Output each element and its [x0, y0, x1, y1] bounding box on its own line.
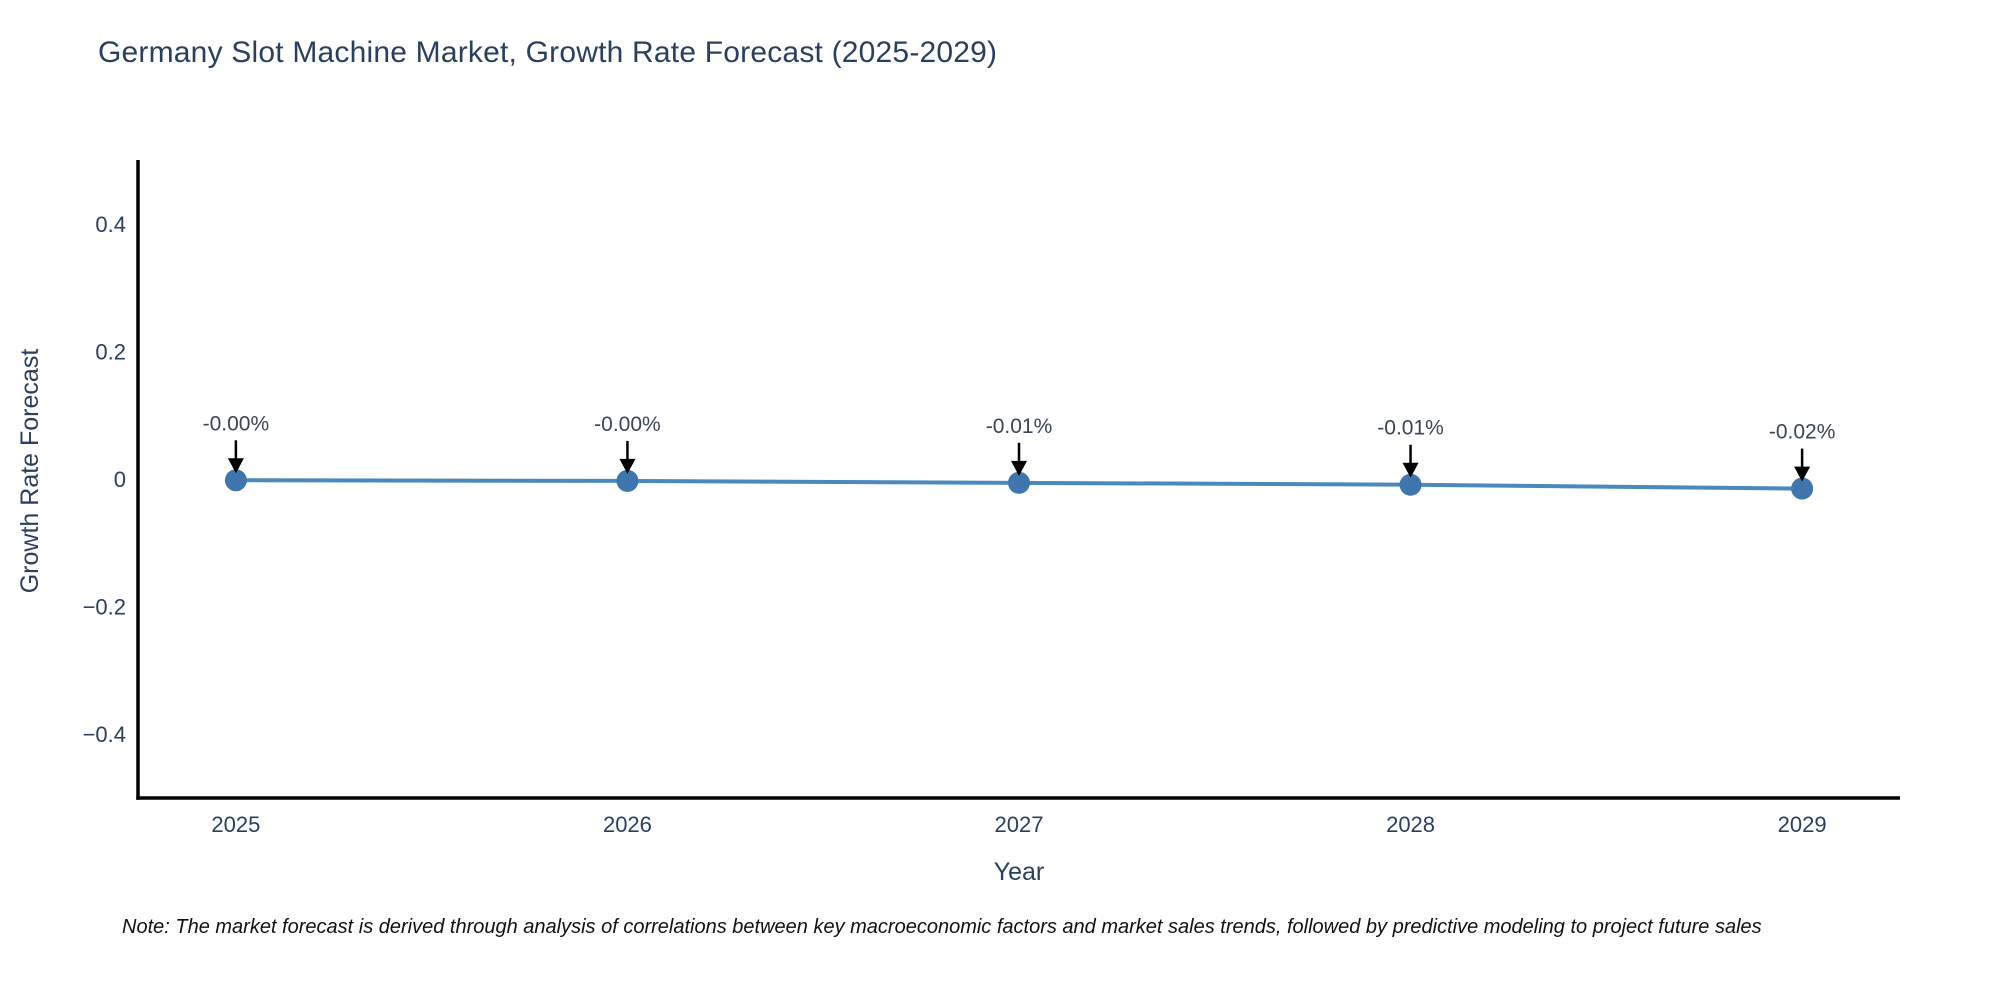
point-annotation-label: -0.01% [986, 415, 1053, 438]
data-point-marker[interactable] [1399, 473, 1422, 496]
point-annotation-label: -0.00% [594, 413, 661, 436]
y-tick-label: 0.4 [95, 212, 126, 237]
point-annotation-label: -0.01% [1377, 417, 1444, 440]
y-tick-label: 0 [114, 467, 126, 492]
chart-title: Germany Slot Machine Market, Growth Rate… [98, 36, 998, 69]
annotation-arrowhead-icon [1402, 462, 1419, 478]
annotation-arrowhead-icon [1794, 466, 1811, 482]
annotation-arrowhead-icon [1011, 460, 1027, 476]
x-tick-label: 2029 [1778, 812, 1827, 837]
data-point-marker[interactable] [616, 469, 639, 492]
annotation-arrowhead-icon [619, 458, 636, 474]
x-tick-label: 2026 [603, 812, 652, 837]
annotation-arrowhead-icon [227, 458, 244, 474]
point-annotation-label: -0.02% [1769, 421, 1836, 444]
x-tick-label: 2025 [211, 812, 260, 837]
data-point-marker[interactable] [1008, 471, 1030, 494]
y-tick-label: −0.2 [83, 595, 126, 620]
data-point-marker[interactable] [1791, 477, 1814, 500]
y-tick-label: −0.4 [83, 722, 126, 747]
footnote: Note: The market forecast is derived thr… [122, 916, 1762, 938]
x-tick-label: 2027 [995, 812, 1044, 837]
y-tick-label: 0.2 [95, 339, 126, 364]
x-axis-title: Year [993, 858, 1045, 886]
point-annotation-label: -0.00% [203, 412, 270, 435]
x-tick-label: 2028 [1386, 812, 1435, 837]
data-point-marker[interactable] [224, 469, 247, 492]
